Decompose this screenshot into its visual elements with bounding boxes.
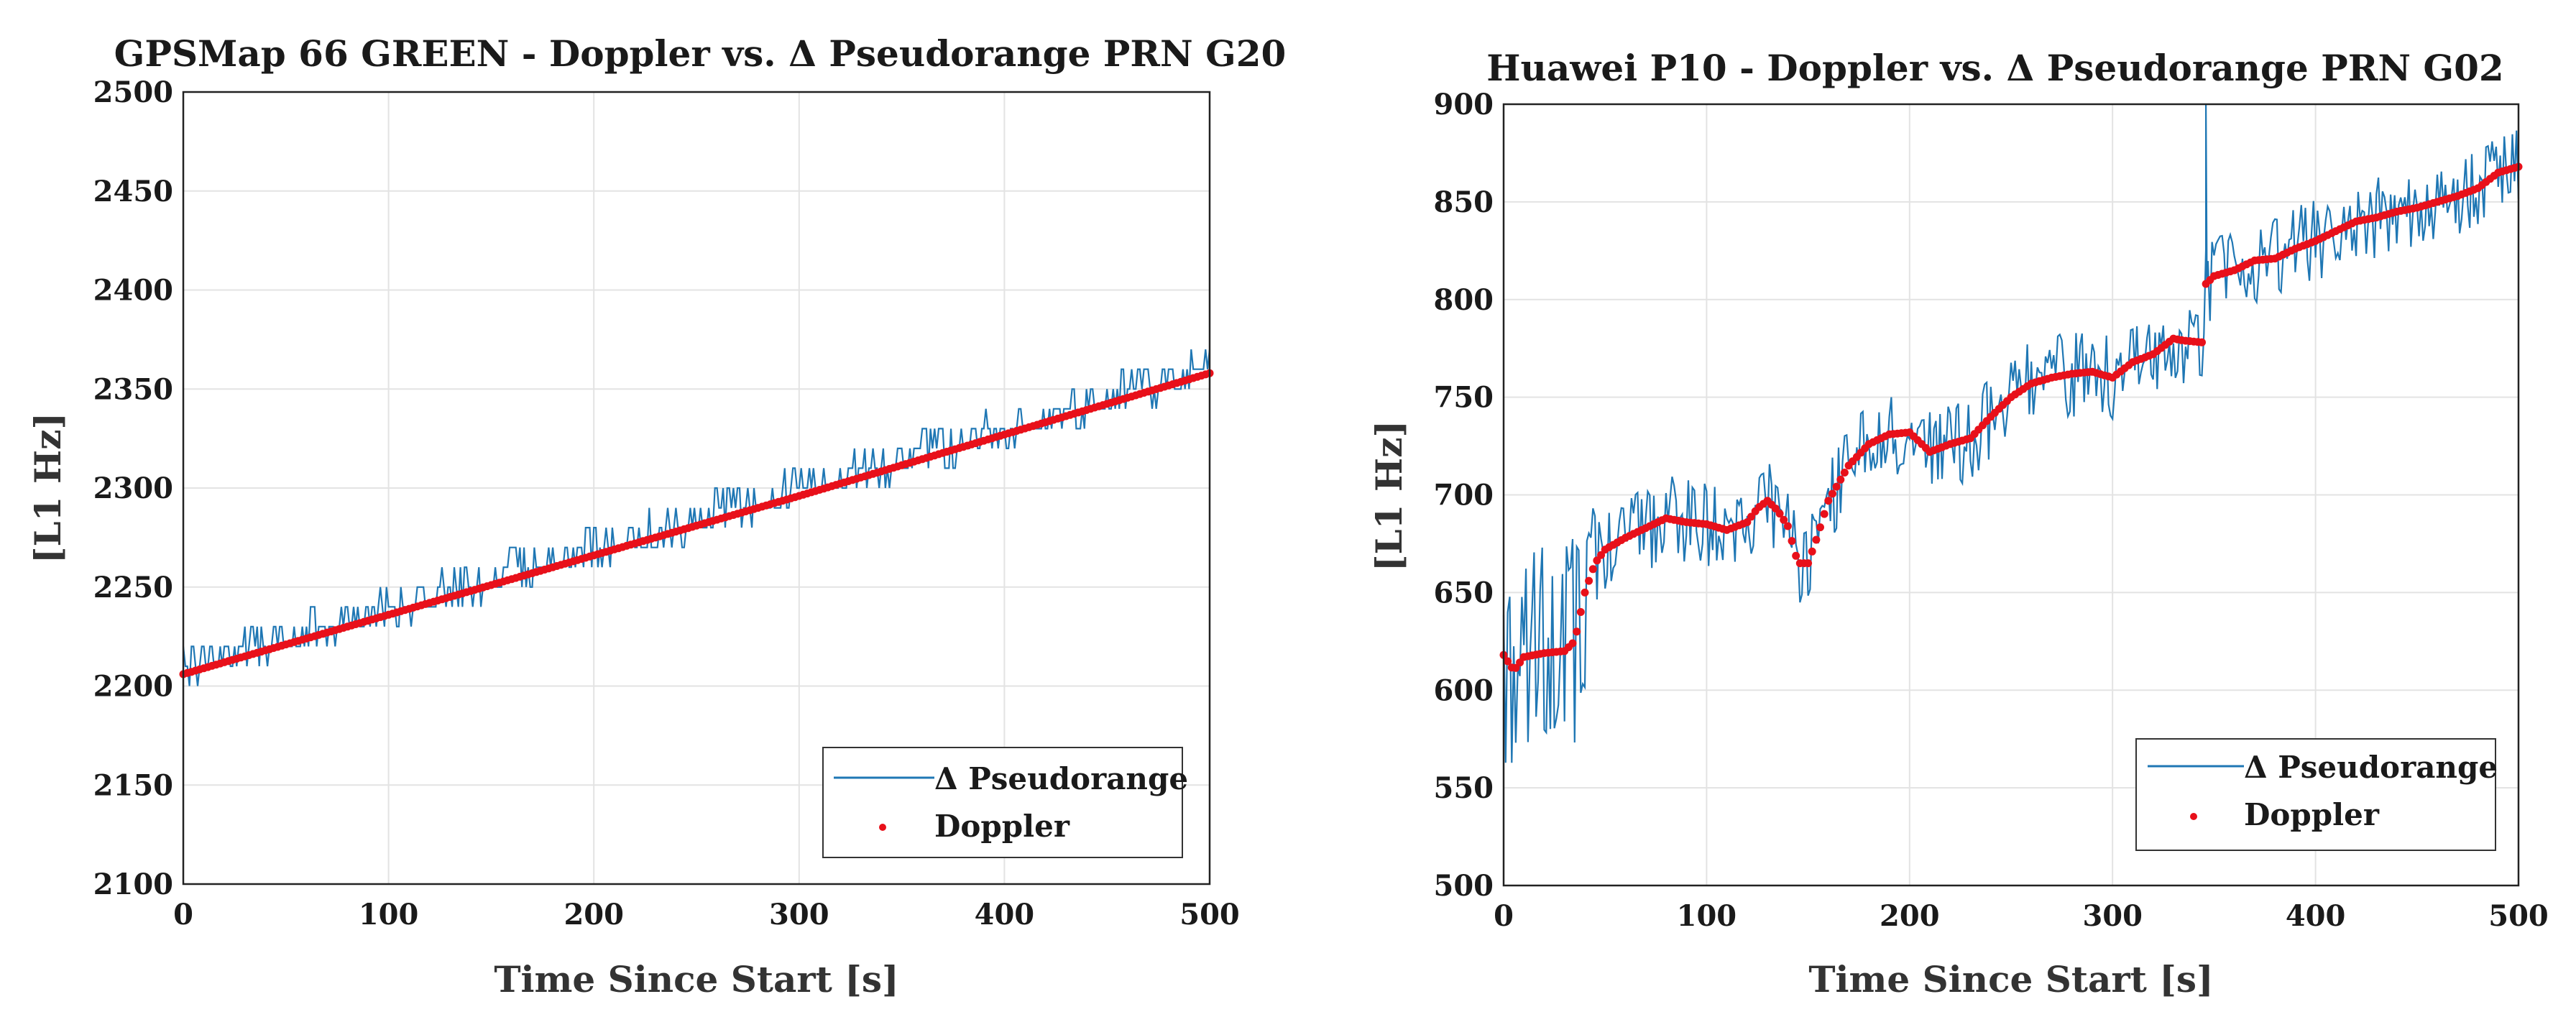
legend-dot-swatch [879, 824, 886, 831]
y-tick-label: 2350 [93, 372, 173, 406]
doppler-point [1832, 482, 1841, 491]
x-tick-label: 300 [2082, 899, 2143, 933]
doppler-point [1804, 559, 1813, 568]
series-line-pseudorange [1502, 104, 2520, 763]
y-tick-label: 500 [1434, 869, 1494, 903]
y-tick-label: 650 [1434, 576, 1494, 610]
legend-dot-swatch [2190, 813, 2197, 820]
chart-huawei-p10-g02: Huawei P10 - Doppler vs. Δ Pseudorange P… [1368, 47, 2549, 1000]
doppler-point [1812, 535, 1821, 544]
chart-title: Huawei P10 - Doppler vs. Δ Pseudorange P… [1486, 47, 2503, 89]
y-tick-label: 2100 [93, 868, 173, 901]
doppler-point [1588, 565, 1597, 574]
y-tick-label: 600 [1434, 673, 1494, 707]
doppler-point [1824, 497, 1833, 505]
doppler-point [1747, 512, 1755, 521]
y-tick-label: 2150 [93, 768, 173, 802]
plot-series [1499, 104, 2523, 763]
doppler-point [1576, 608, 1585, 616]
legend-label-pseudorange: Δ Pseudorange [934, 761, 1188, 796]
doppler-point [1792, 551, 1800, 560]
y-tick-label: 2500 [93, 75, 173, 109]
x-tick-label: 400 [975, 898, 1035, 932]
y-tick-label: 2200 [93, 670, 173, 704]
y-tick-label: 750 [1434, 381, 1494, 415]
doppler-point [1504, 657, 1512, 666]
x-tick-label: 400 [2286, 899, 2346, 933]
x-tick-label: 0 [173, 898, 193, 932]
doppler-point [1573, 627, 1581, 636]
doppler-point [1836, 475, 1845, 484]
x-tick-label: 100 [359, 898, 419, 932]
doppler-point [1597, 551, 1606, 559]
x-axis-ticks: 0 100 200 300 400 500 [1494, 899, 2549, 933]
doppler-point [1568, 639, 1577, 648]
doppler-point [1780, 515, 1788, 524]
x-tick-label: 100 [1677, 899, 1737, 933]
doppler-point [1516, 658, 1524, 667]
plot-area-frame [182, 91, 1211, 886]
doppler-point [1512, 663, 1520, 672]
y-tick-label: 2450 [93, 175, 173, 208]
doppler-point [2198, 338, 2206, 346]
y-axis-ticks: 2100 2150 2200 2250 2300 2350 2400 2450 2500 [93, 75, 173, 901]
y-tick-label: 800 [1434, 283, 1494, 317]
x-tick-label: 0 [1494, 899, 1514, 933]
doppler-point [1783, 522, 1792, 530]
x-tick-label: 300 [769, 898, 829, 932]
x-tick-label: 500 [2488, 899, 2549, 933]
y-tick-label: 550 [1434, 771, 1494, 805]
legend: Δ Pseudorange Doppler [822, 747, 1188, 858]
legend-label-doppler: Doppler [934, 809, 1070, 844]
x-axis-ticks: 0 100 200 300 400 500 [173, 898, 1240, 932]
x-axis-label: Time Since Start [s] [1808, 958, 2213, 1000]
doppler-point [1808, 547, 1816, 556]
doppler-point [1775, 510, 1784, 518]
y-tick-label: 700 [1434, 479, 1494, 512]
legend-label-doppler: Doppler [2244, 797, 2380, 832]
plot-series [179, 349, 1214, 686]
x-axis-label: Time Since Start [s] [494, 958, 898, 1000]
doppler-point [1828, 489, 1836, 498]
y-tick-label: 2250 [93, 571, 173, 604]
chart-gpsmap66-g20: GPSMap 66 GREEN - Doppler vs. Δ Pseudora… [27, 32, 1286, 1000]
plot-area-frame [1502, 103, 2520, 887]
doppler-point [1585, 576, 1593, 585]
y-tick-label: 2400 [93, 274, 173, 308]
doppler-point [1788, 537, 1796, 546]
x-tick-label: 500 [1179, 898, 1240, 932]
legend-box [2135, 738, 2496, 851]
legend-box [822, 747, 1183, 858]
series-line-pseudorange [182, 349, 1211, 686]
series-dots-doppler [179, 369, 1214, 678]
y-tick-label: 900 [1434, 88, 1494, 121]
y-axis-label: [L1 Hz] [1368, 420, 1410, 571]
y-axis-ticks: 500 550 600 650 700 750 800 850 900 [1434, 88, 1494, 903]
doppler-point [1593, 556, 1601, 565]
series-dots-doppler [1499, 162, 2523, 672]
doppler-point [1816, 523, 1824, 532]
doppler-point [1581, 588, 1589, 597]
chart-title: GPSMap 66 GREEN - Doppler vs. Δ Pseudora… [114, 32, 1287, 75]
y-tick-label: 850 [1434, 185, 1494, 219]
doppler-point [1840, 469, 1849, 477]
x-tick-label: 200 [1880, 899, 1940, 933]
y-axis-label: [L1 Hz] [27, 413, 69, 564]
doppler-point [1820, 510, 1828, 518]
x-tick-label: 200 [564, 898, 624, 932]
y-tick-label: 2300 [93, 472, 173, 505]
doppler-point [1743, 518, 1752, 526]
grid-lines [183, 92, 1210, 884]
legend-label-pseudorange: Δ Pseudorange [2244, 750, 2498, 785]
legend: Δ Pseudorange Doppler [2135, 738, 2498, 851]
